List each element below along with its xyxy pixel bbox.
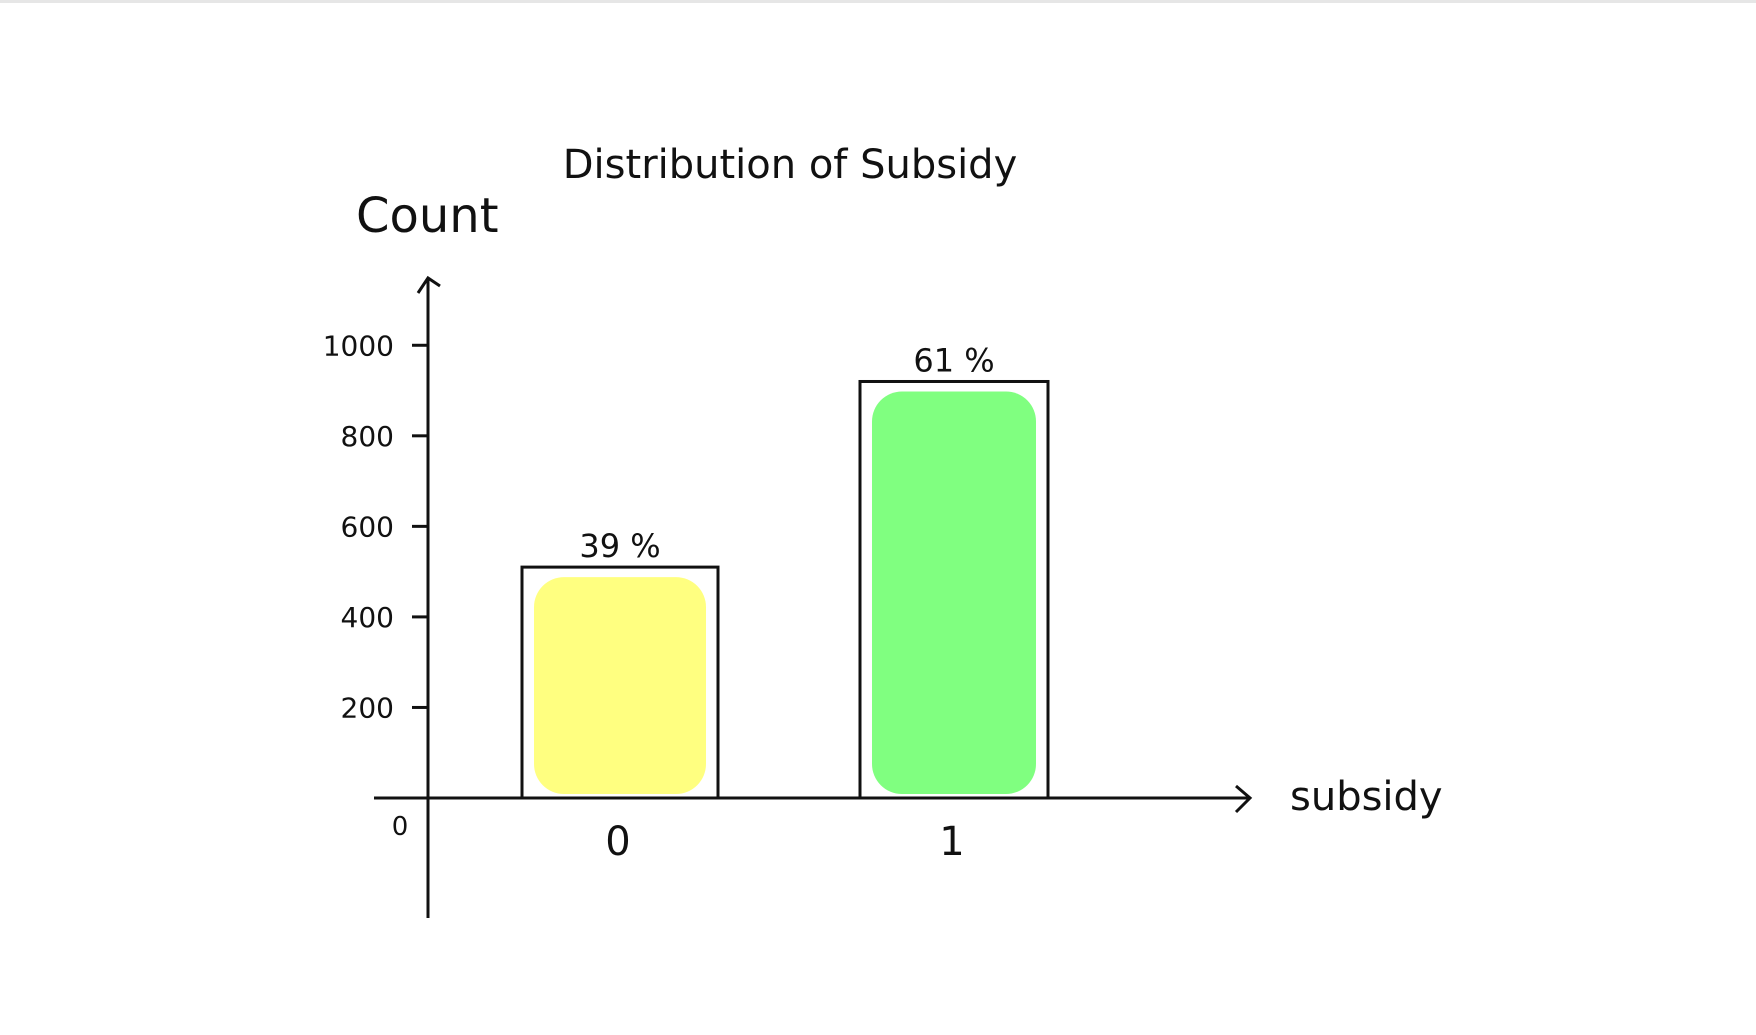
x-axis-arrowhead bbox=[1234, 784, 1253, 814]
bar-fill-1 bbox=[872, 391, 1036, 794]
origin-label: 0 bbox=[392, 812, 409, 842]
y-axis-arrowhead bbox=[416, 275, 441, 294]
y-axis-label: Count bbox=[356, 188, 499, 244]
bar-data-label-1: 61 % bbox=[913, 341, 994, 379]
y-tick-label-800: 800 bbox=[341, 420, 394, 453]
bar-data-label-0: 39 % bbox=[579, 527, 660, 565]
x-tick-label-1: 1 bbox=[939, 819, 964, 865]
chart-title: Distribution of Subsidy bbox=[563, 142, 1018, 188]
y-tick-label-400: 400 bbox=[341, 601, 394, 634]
y-tick-label-200: 200 bbox=[341, 691, 394, 724]
top-border bbox=[0, 0, 1756, 3]
y-tick-label-600: 600 bbox=[341, 510, 394, 543]
x-tick-label-0: 0 bbox=[605, 819, 630, 865]
y-tick-label-1000: 1000 bbox=[323, 329, 394, 362]
x-axis-label: subsidy bbox=[1290, 774, 1443, 820]
bar-fill-0 bbox=[534, 577, 706, 794]
